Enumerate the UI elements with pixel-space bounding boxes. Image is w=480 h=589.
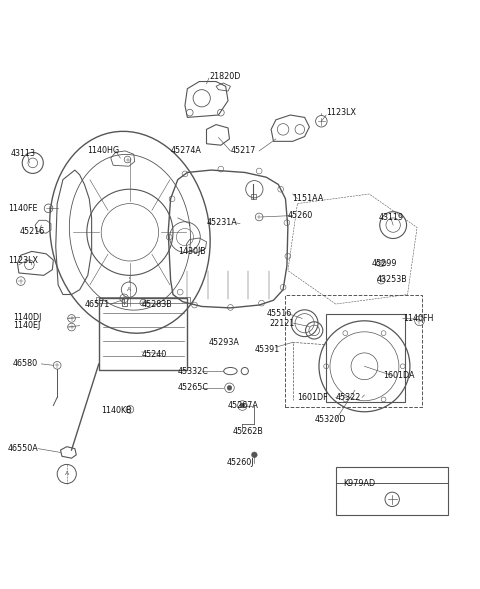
Text: 43113: 43113: [10, 149, 35, 158]
Text: 45240: 45240: [142, 350, 167, 359]
Text: 45320D: 45320D: [314, 415, 346, 425]
Text: 22121: 22121: [270, 319, 295, 327]
Bar: [122, 298, 127, 306]
Bar: [336, 467, 448, 515]
Bar: [286, 294, 422, 407]
Text: 45274A: 45274A: [170, 147, 202, 155]
Text: 45217: 45217: [230, 147, 256, 155]
Text: 45516: 45516: [266, 309, 291, 318]
Text: 1123LX: 1123LX: [326, 108, 356, 117]
Text: 1140DJ: 1140DJ: [12, 313, 41, 322]
Text: 45391: 45391: [254, 345, 280, 354]
Text: 1430JB: 1430JB: [178, 247, 205, 256]
Text: 46550A: 46550A: [8, 444, 38, 453]
Text: 45283B: 45283B: [142, 300, 173, 309]
Text: 1140HG: 1140HG: [87, 147, 119, 155]
Text: 1601DF: 1601DF: [298, 393, 328, 402]
Text: 46571: 46571: [84, 300, 110, 309]
Text: 45260: 45260: [288, 211, 313, 220]
Text: A: A: [65, 471, 69, 477]
Text: 43253B: 43253B: [376, 274, 407, 284]
Text: 45322: 45322: [336, 393, 361, 402]
Text: 1151AA: 1151AA: [293, 194, 324, 203]
Text: 45332C: 45332C: [178, 366, 209, 376]
Text: 43119: 43119: [379, 213, 404, 223]
Circle shape: [227, 385, 232, 391]
Text: 1140EJ: 1140EJ: [12, 321, 40, 330]
Text: 46580: 46580: [12, 359, 38, 368]
Circle shape: [252, 452, 257, 458]
Text: 1140FE: 1140FE: [8, 204, 37, 213]
Circle shape: [240, 403, 245, 408]
Bar: [251, 194, 256, 198]
Text: 45231A: 45231A: [206, 218, 237, 227]
Text: 45260J: 45260J: [227, 458, 254, 468]
Text: 1140KB: 1140KB: [101, 406, 132, 415]
Text: 21820D: 21820D: [209, 72, 240, 81]
Text: 1601DA: 1601DA: [384, 371, 415, 380]
Bar: [99, 299, 187, 370]
Text: 45265C: 45265C: [178, 383, 209, 392]
Text: 1123LX: 1123LX: [8, 256, 38, 264]
Text: 45293A: 45293A: [209, 338, 240, 347]
Text: K979AD: K979AD: [343, 479, 375, 488]
Text: A: A: [127, 287, 131, 292]
Text: 45267A: 45267A: [228, 401, 259, 410]
Text: 45216: 45216: [20, 227, 45, 236]
Text: 45262B: 45262B: [233, 428, 264, 436]
Text: 1140FH: 1140FH: [403, 314, 433, 323]
Bar: [96, 297, 190, 303]
Bar: [326, 314, 405, 402]
Text: 45299: 45299: [372, 259, 397, 268]
